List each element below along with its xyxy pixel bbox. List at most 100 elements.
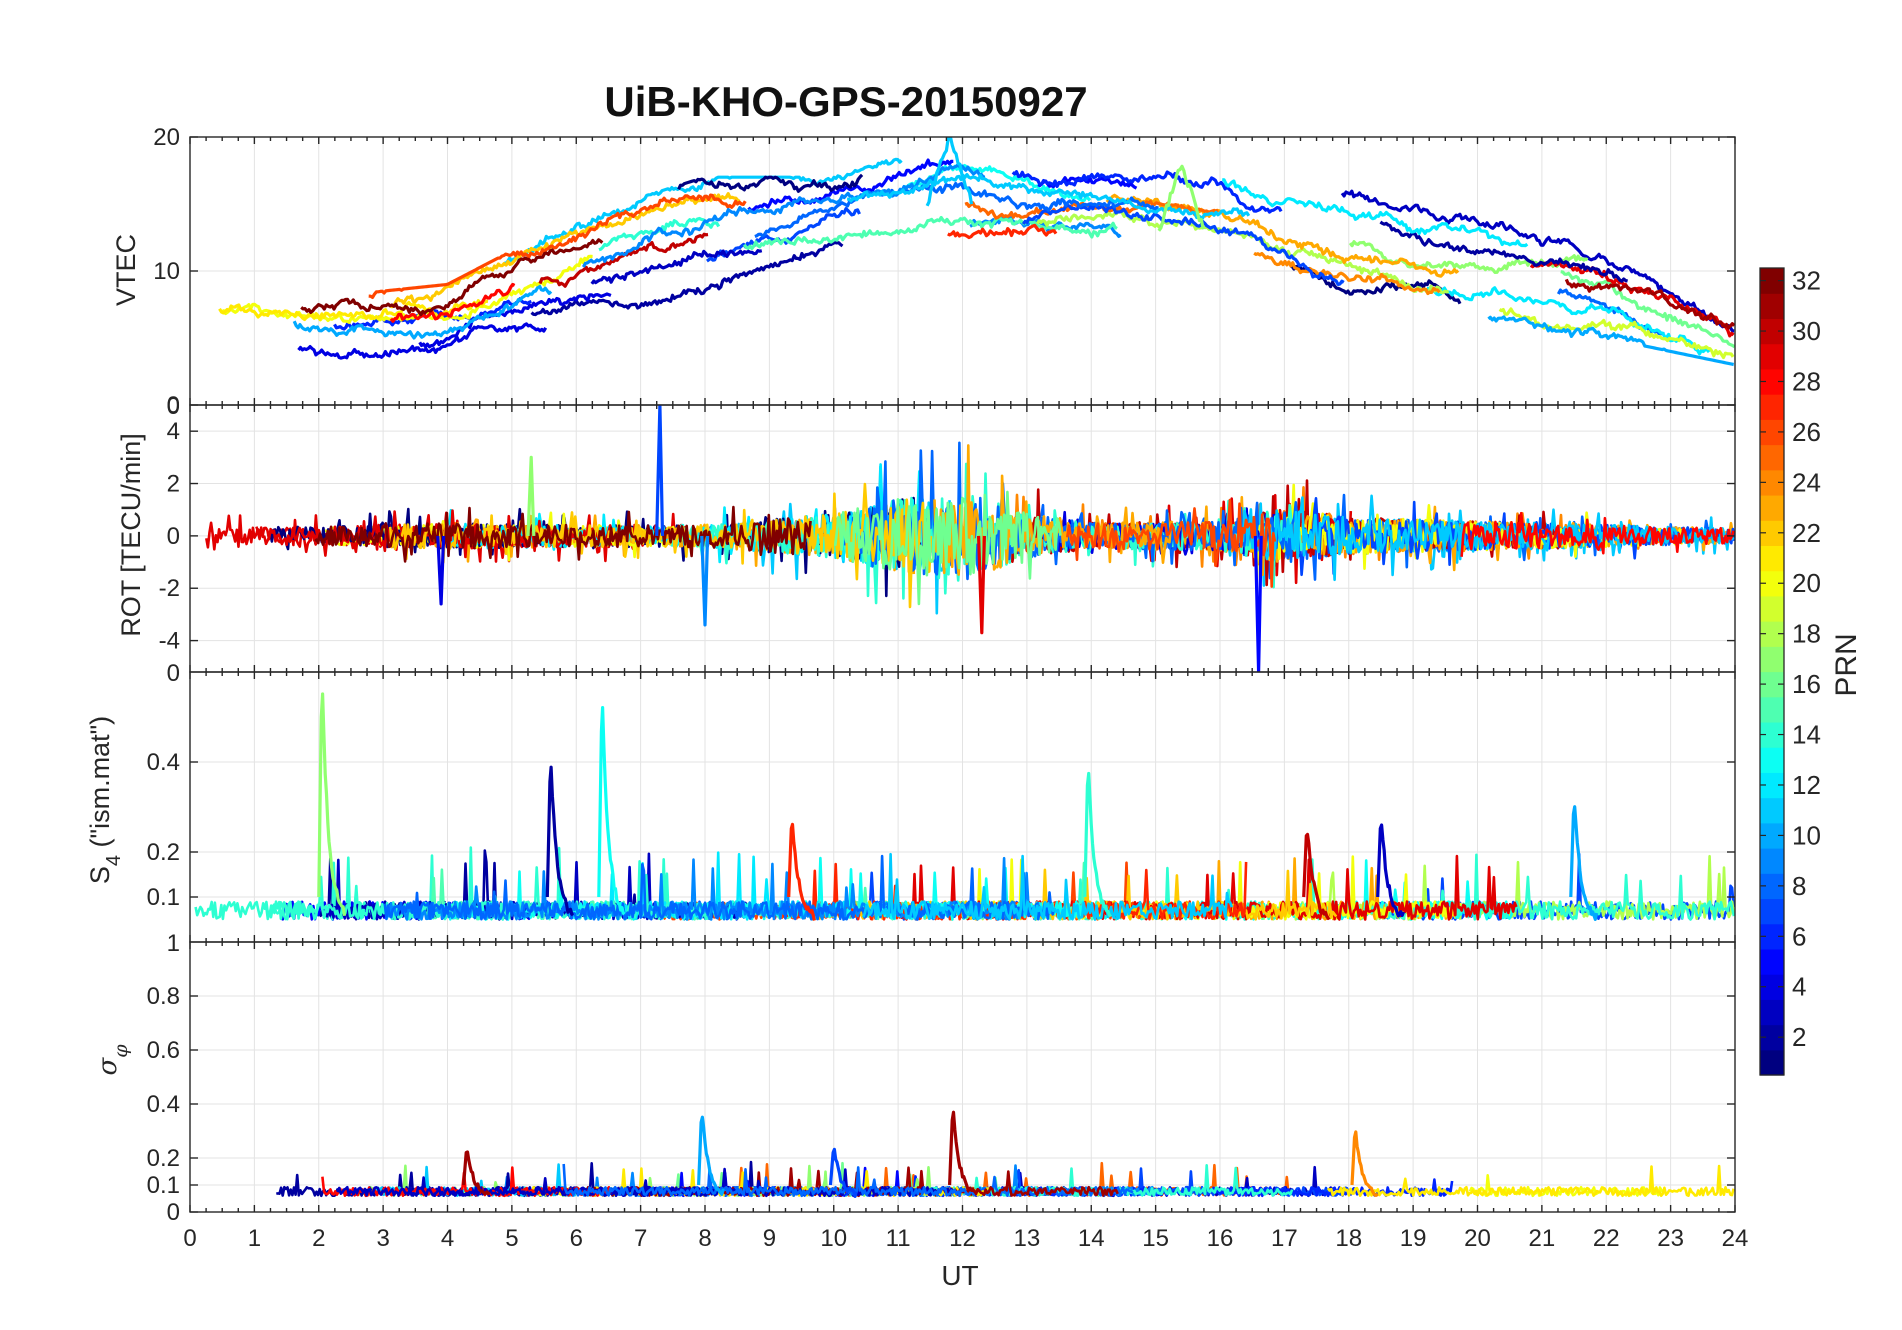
colorbar-swatch <box>1760 747 1784 773</box>
vtec-line-prn-22 <box>389 192 741 309</box>
vtec-ylabel: VTEC <box>111 234 141 306</box>
s4-spike-prn-13 <box>597 706 626 916</box>
s4-spike-prn-30 <box>1302 832 1331 920</box>
y-tick-label: -2 <box>159 575 180 602</box>
rot-spike-prn-4 <box>436 535 446 606</box>
y-tick-label: 0.8 <box>147 983 180 1010</box>
vtec-line-prn-1 <box>677 173 864 193</box>
x-tick-label: 19 <box>1400 1225 1427 1252</box>
vtec-line-prn-10 <box>1487 315 1735 367</box>
s4-line-prn-8 <box>383 854 1056 921</box>
vtec-line-prn-7 <box>1021 202 1345 286</box>
y-tick-label: 0.1 <box>147 884 180 911</box>
colorbar-swatch <box>1760 797 1784 824</box>
colorbar-tick-label: 28 <box>1792 366 1821 396</box>
sigma_phi-spike-prn-10 <box>697 1115 725 1196</box>
x-tick-label: 15 <box>1142 1225 1169 1252</box>
s4-spike-prn-3 <box>1376 823 1405 918</box>
colorbar-tick-label: 4 <box>1792 972 1806 1002</box>
rot-ylabel: ROT [TECU/min] <box>116 433 146 637</box>
x-tick-label: 23 <box>1657 1225 1684 1252</box>
y-tick-label: 20 <box>153 124 180 151</box>
colorbar-swatch <box>1760 848 1784 874</box>
vtec-line-prn-12 <box>1222 178 1529 248</box>
x-tick-label: 6 <box>570 1225 583 1252</box>
colorbar-swatch <box>1760 494 1784 521</box>
s4-ylabel: S4 ("ism.mat") <box>85 716 125 884</box>
colorbar-tick-label: 24 <box>1792 467 1821 497</box>
vtec-line-prn-4 <box>418 292 612 349</box>
rot-spike-prn-5 <box>1253 535 1263 672</box>
vtec-peak-prn-11 <box>925 137 974 207</box>
y-tick-label: 0.4 <box>147 1091 180 1118</box>
y-tick-label: 0 <box>167 392 180 419</box>
colorbar-tick-label: 8 <box>1792 871 1806 901</box>
x-tick-label: 7 <box>634 1225 647 1252</box>
y-tick-label: 4 <box>167 418 180 445</box>
rot-spike-prn-7 <box>655 405 665 536</box>
colorbar-swatch <box>1760 293 1784 320</box>
s4-line-prn-11 <box>861 852 1234 921</box>
rot-line-prn-26 <box>1066 498 1277 588</box>
x-tick-label: 5 <box>505 1225 518 1252</box>
colorbar-swatch <box>1760 394 1784 420</box>
sigma_phi-line-prn-8 <box>562 1163 976 1198</box>
vtec-line-prn-9 <box>581 163 986 268</box>
x-tick-label: 14 <box>1078 1225 1105 1252</box>
sigma_phi-spike-prn-31 <box>948 1110 977 1194</box>
colorbar-swatch <box>1760 343 1784 370</box>
vtec-line-prn-5 <box>747 158 954 212</box>
colorbar-tick-label: 10 <box>1792 820 1821 850</box>
colorbar-tick-label: 18 <box>1792 619 1821 649</box>
chart-title: UiB-KHO-GPS-20150927 <box>604 78 1087 125</box>
vtec-line-prn-11 <box>847 173 1251 220</box>
x-tick-label: 17 <box>1271 1225 1298 1252</box>
x-tick-label: 2 <box>312 1225 325 1252</box>
y-tick-label: 0.2 <box>147 1145 180 1172</box>
rot-line-prn-16 <box>833 490 1062 606</box>
y-tick-label: 0.4 <box>147 749 180 776</box>
rot-spike-prn-17 <box>526 455 536 536</box>
rot-line-prn-8 <box>843 441 1301 581</box>
colorbar-swatch <box>1760 545 1784 572</box>
colorbar-swatch <box>1760 696 1784 723</box>
vtec-line-prn-32 <box>300 238 604 317</box>
x-tick-label: 11 <box>886 1225 911 1252</box>
x-tick-label: 9 <box>763 1225 776 1252</box>
sigma_phi-spike-prn-7 <box>828 1147 858 1198</box>
colorbar-swatch <box>1760 948 1784 975</box>
vtec-line-prn-15 <box>742 215 1118 251</box>
y-corner-label: 1 <box>167 930 180 957</box>
vtec-line-prn-10 <box>292 284 553 340</box>
y-tick-label: 0 <box>167 1199 180 1226</box>
y-tick-label: 0.1 <box>147 1172 180 1199</box>
x-tick-label: 16 <box>1207 1225 1234 1252</box>
vtec-line-prn-3 <box>1340 189 1735 333</box>
vtec-line-prn-27 <box>947 223 1058 240</box>
s4-spike-prn-10 <box>1569 805 1599 921</box>
y-tick-label: -4 <box>159 628 180 655</box>
colorbar-tick-label: 22 <box>1792 518 1821 548</box>
rot-line-prn-28 <box>1460 511 1735 557</box>
vtec-line-prn-12 <box>1426 285 1711 356</box>
vtec-line-prn-6 <box>1011 170 1283 214</box>
sigma_phi-spike-prn-24 <box>1350 1130 1379 1197</box>
colorbar-tick-label: 14 <box>1792 720 1821 750</box>
rot-line-prn-23 <box>933 444 1174 576</box>
colorbar-swatch <box>1760 595 1784 622</box>
vtec-line-prn-26 <box>368 193 747 299</box>
y-tick-label: 0 <box>167 523 180 550</box>
colorbar-swatch <box>1760 898 1784 925</box>
y-corner-label: 0 <box>167 660 180 687</box>
y-tick-label: 0.6 <box>147 1037 180 1064</box>
x-tick-label: 10 <box>820 1225 847 1252</box>
vtec-line-prn-8 <box>754 181 1159 239</box>
vtec-line-prn-3 <box>590 249 763 285</box>
x-tick-label: 1 <box>248 1225 261 1252</box>
s4-spike-prn-27 <box>787 822 816 921</box>
x-tick-label: 8 <box>698 1225 711 1252</box>
sigma-phi-panel: 00.10.20.40.60.810 1 2 3 4 5 6 7 8 9 10 11 12 13 14 15 1… <box>147 930 1749 1252</box>
